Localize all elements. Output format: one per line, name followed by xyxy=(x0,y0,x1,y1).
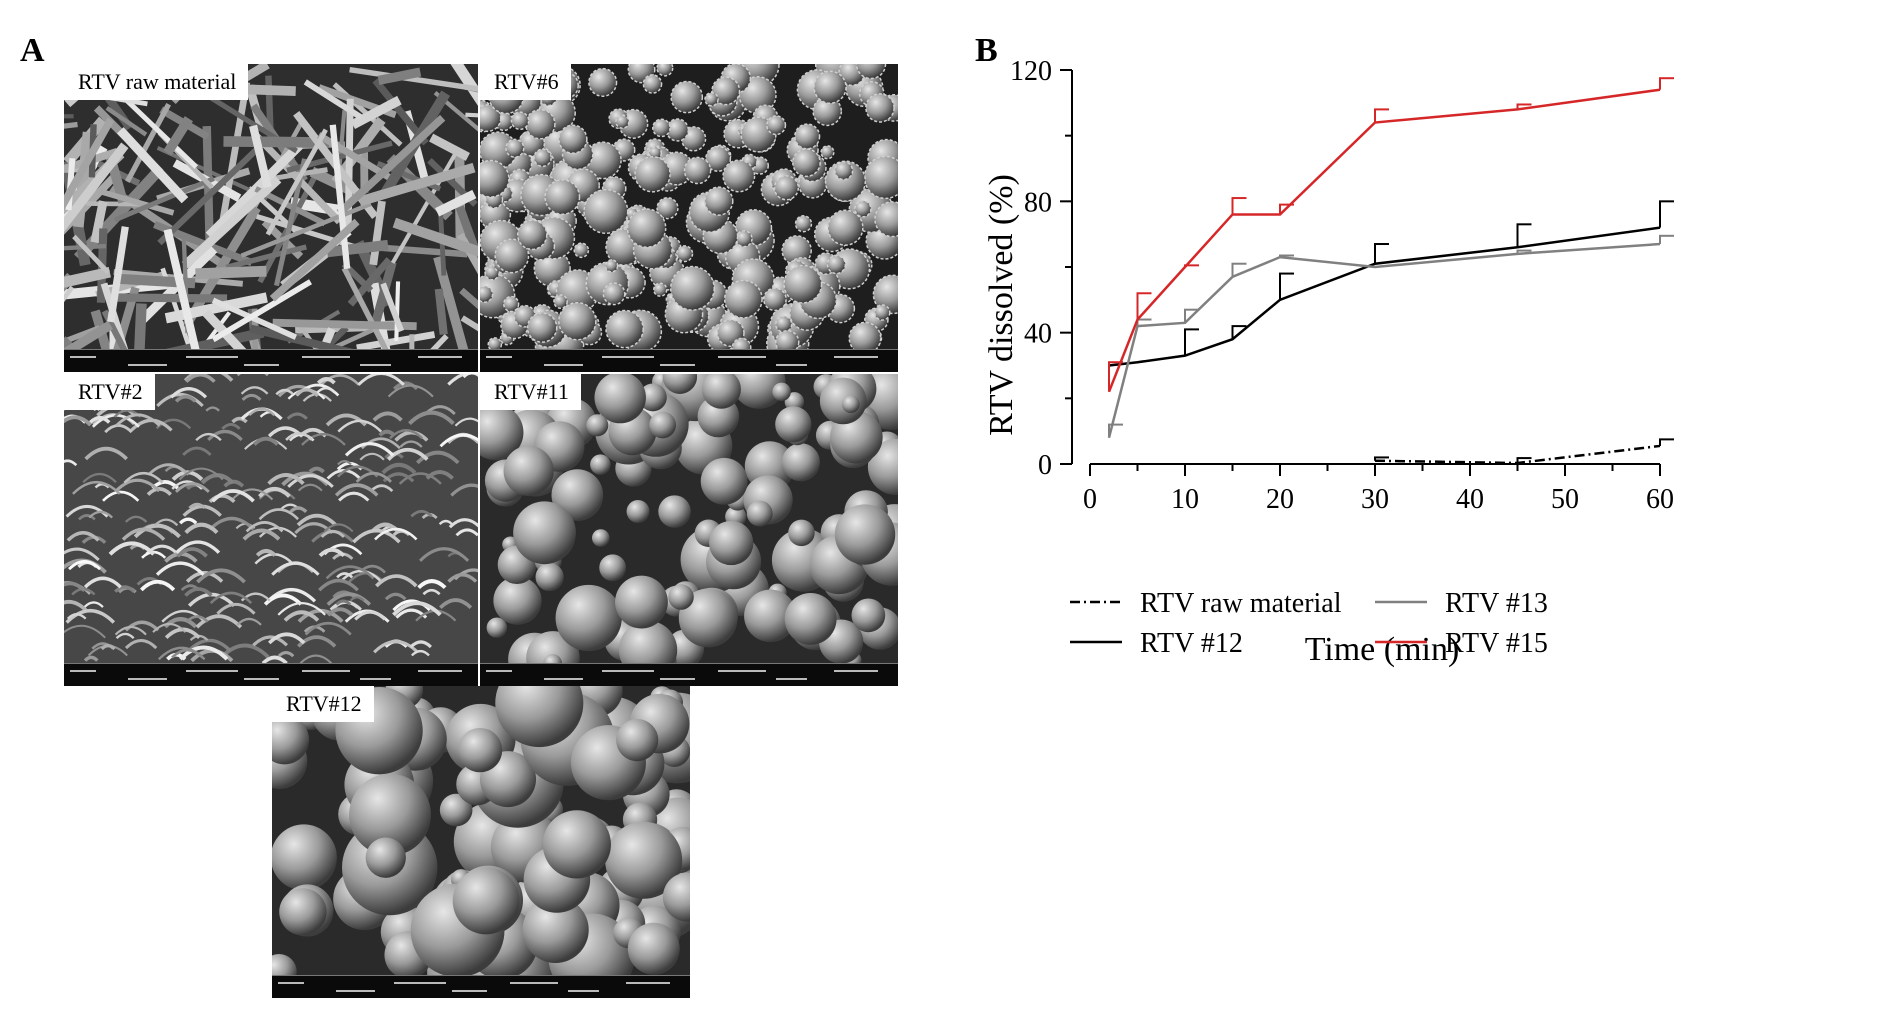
series-1 xyxy=(1108,200,1674,367)
sem-info-bar xyxy=(64,349,478,372)
sem-texture xyxy=(480,64,898,366)
sem-label: RTV#11 xyxy=(480,374,581,410)
sem-info-bar xyxy=(272,975,690,998)
x-tick-label: 0 xyxy=(1083,484,1097,515)
sem-texture xyxy=(64,64,478,372)
x-tick-label: 30 xyxy=(1361,484,1389,515)
sem-info-bar xyxy=(480,349,898,372)
legend-label: RTV #13 xyxy=(1445,588,1548,619)
sem-image-rtv12: RTV#12 xyxy=(272,686,690,998)
series-line xyxy=(1107,242,1661,439)
y-tick-label: 0 xyxy=(1038,450,1052,481)
sem-info-bar xyxy=(480,663,898,686)
y-tick-label: 80 xyxy=(1024,187,1052,218)
x-tick-label: 10 xyxy=(1171,484,1199,515)
legend-item: RTV raw material xyxy=(1070,588,1342,619)
chart-series-layer xyxy=(1107,77,1674,465)
legend-item: RTV #13 xyxy=(1375,588,1548,619)
chart-axes: 0 10 20 30 40 50 60 0 40 80 120 xyxy=(1010,56,1674,515)
x-tick-label: 60 xyxy=(1646,484,1674,515)
sem-image-raw-material: RTV raw material xyxy=(64,64,478,372)
legend-item: RTV #12 xyxy=(1070,628,1243,659)
legend-label: RTV #12 xyxy=(1140,628,1243,659)
series-0 xyxy=(1374,438,1674,465)
y-tick-label: 120 xyxy=(1010,56,1052,87)
legend-item: RTV #15 xyxy=(1375,628,1548,659)
sem-image-rtv11: RTV#11 xyxy=(480,374,898,686)
panel-b-letter: B xyxy=(975,32,998,69)
y-tick-label: 40 xyxy=(1024,319,1052,350)
dissolution-chart: 0 10 20 30 40 50 60 0 40 80 120 Time (min) RTV dis… xyxy=(983,56,1674,668)
sem-info-bar xyxy=(64,663,478,686)
sem-texture xyxy=(64,374,478,665)
sem-image-rtv2: RTV#2 xyxy=(64,374,478,686)
chart-legend: RTV raw material RTV #12 RTV #13 RTV #15 xyxy=(1070,588,1548,659)
legend-label: RTV #15 xyxy=(1445,628,1548,659)
x-axis-label: Time (min) xyxy=(1305,631,1460,668)
sem-label: RTV#2 xyxy=(64,374,155,410)
series-line xyxy=(1108,226,1661,367)
legend-label: RTV raw material xyxy=(1140,588,1342,619)
sem-image-rtv6: RTV#6 xyxy=(480,64,898,372)
y-axis-label: RTV dissolved (%) xyxy=(983,174,1020,436)
sem-texture xyxy=(480,374,898,686)
series-2 xyxy=(1107,234,1674,439)
x-tick-label: 20 xyxy=(1266,484,1294,515)
x-tick-label: 50 xyxy=(1551,484,1579,515)
x-tick-label: 40 xyxy=(1456,484,1484,515)
sem-label: RTV#12 xyxy=(272,686,374,722)
sem-label: RTV raw material xyxy=(64,64,249,100)
sem-texture xyxy=(272,686,690,998)
series-3 xyxy=(1107,77,1674,393)
series-line xyxy=(1107,88,1661,393)
panel-a-letter: A xyxy=(20,32,45,69)
sem-label: RTV#6 xyxy=(480,64,571,100)
